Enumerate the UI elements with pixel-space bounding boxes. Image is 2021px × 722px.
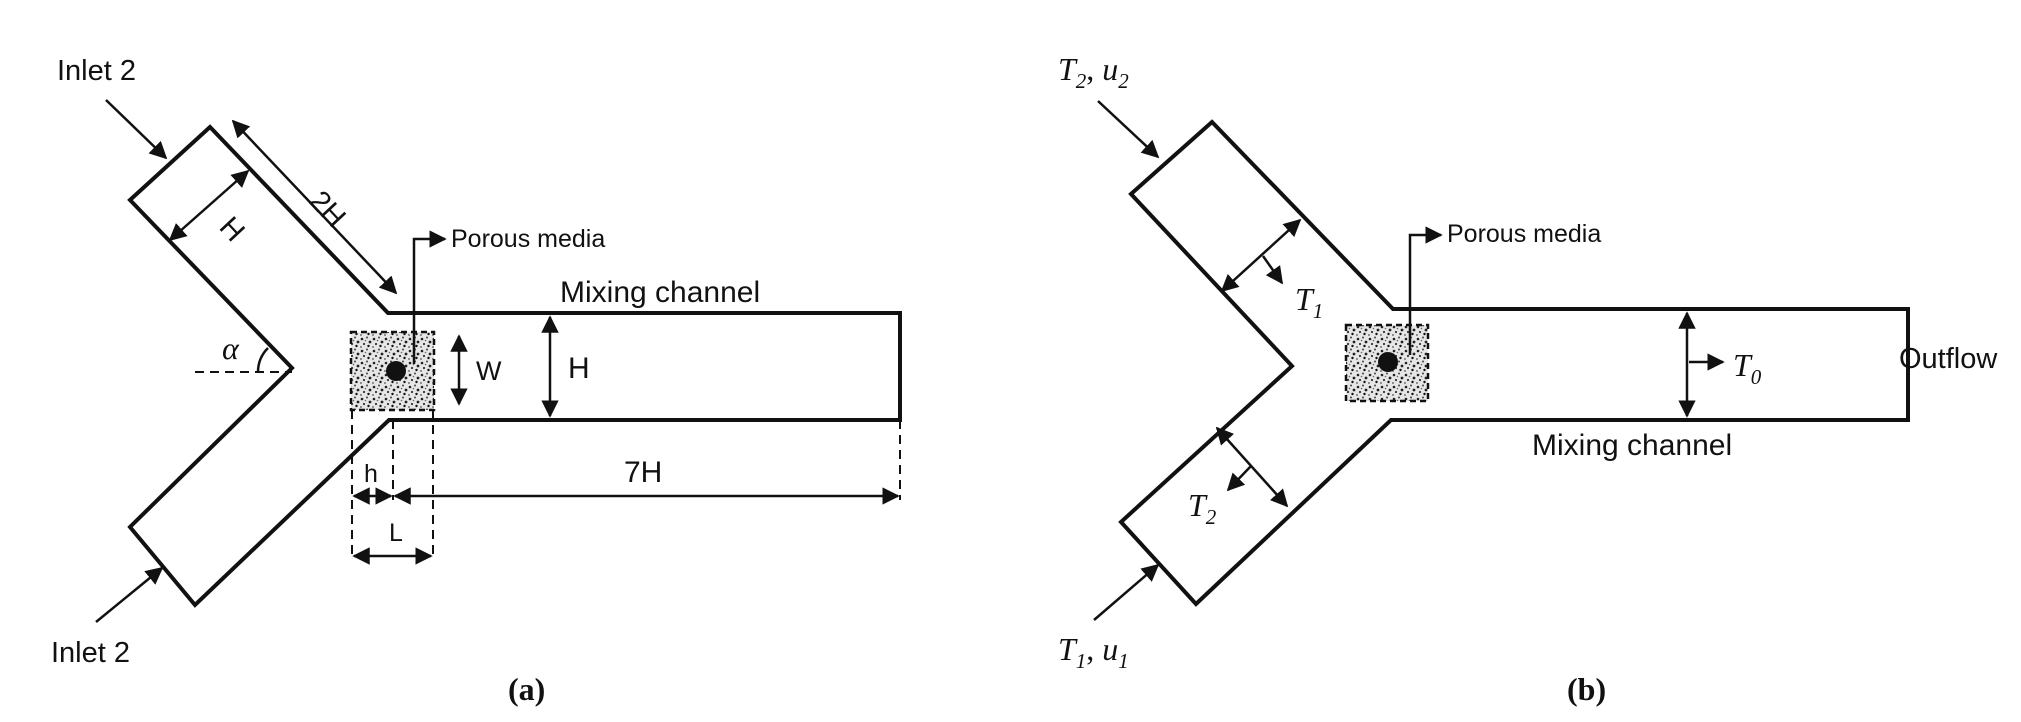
caption-b: (b): [1567, 671, 1606, 707]
dim-small-h-label: h: [364, 460, 378, 488]
inlet-bottom-label-b: T1, u1: [1058, 631, 1129, 673]
inlet-bottom-label: Inlet 2: [51, 637, 130, 669]
inlet-top-arrow-b: [1097, 100, 1160, 159]
outflow-label: Outflow: [1899, 343, 1998, 375]
mixing-channel-label-a: Mixing channel: [560, 276, 760, 309]
t2-arm-pointer: [1226, 465, 1252, 492]
t1-arm-label: T1: [1295, 281, 1323, 323]
alpha-label: α: [222, 330, 240, 366]
dim-h-arm-label: H: [213, 211, 251, 248]
dim-h-arm-arrow: [168, 169, 250, 242]
dim-h-channel-label: H: [568, 352, 590, 385]
inlet-top-label: Inlet 2: [57, 55, 136, 87]
dim-2h-arrow: [231, 119, 398, 295]
dim-7h-label: 7H: [624, 456, 662, 489]
porous-media-label-b: Porous media: [1447, 220, 1601, 248]
panel-b: T2, u2 T1, u1 T1 T2 Porous media T0 Outf…: [1058, 51, 1998, 707]
inlet-top-label-b: T2, u2: [1058, 51, 1129, 93]
dim-2h-label: 2H: [303, 185, 352, 234]
dim-l-label: L: [389, 519, 403, 547]
t0-label: T0: [1733, 347, 1762, 389]
svg-text:T2, u2: T2, u2: [1058, 51, 1129, 93]
inlet-bottom-arrow: [95, 566, 164, 623]
porous-media-pointer-a: [412, 230, 447, 364]
t2-arm-span-arrow: [1215, 426, 1289, 508]
svg-text:T1, u1: T1, u1: [1058, 631, 1129, 673]
y-channel-outline-b: [1118, 119, 1910, 607]
porous-media-label-a: Porous media: [451, 225, 605, 253]
mixing-channel-label-b: Mixing channel: [1532, 429, 1732, 462]
porous-media-center-dot-a: [386, 361, 406, 381]
inlet-bottom-arrow-b: [1093, 563, 1160, 621]
porous-media-center-dot-b: [1378, 352, 1398, 372]
t1-arm-span-arrow: [1220, 218, 1302, 293]
t1-arm-pointer: [1261, 255, 1284, 285]
y-channel-outline-a: [127, 124, 902, 608]
t2-arm-label: T2: [1188, 487, 1217, 529]
panel-a: α Inlet 2 Inlet 2 2H H Porous media Mixi…: [51, 55, 902, 707]
inlet-top-arrow: [105, 99, 168, 160]
porous-media-pointer-b: [1408, 226, 1443, 355]
dim-w-label: W: [476, 356, 502, 386]
caption-a: (a): [508, 671, 545, 707]
alpha-arc: [256, 347, 269, 373]
